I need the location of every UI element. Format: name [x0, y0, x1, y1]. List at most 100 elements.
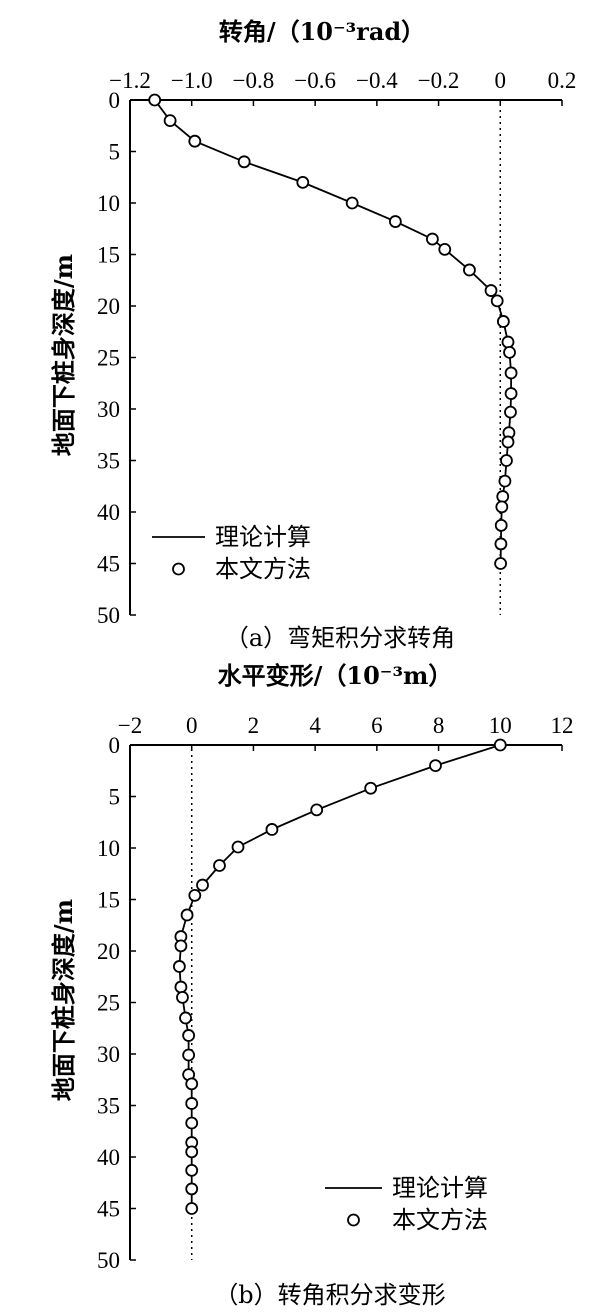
panel-b-y-tick-label: 5: [109, 785, 121, 810]
panel-a-legend-label-method: 本文方法: [215, 555, 311, 583]
panel-b-data-point: [188, 888, 202, 902]
panel-b-caption: （b）转角积分求变形: [214, 1281, 445, 1309]
panel-b-x-tick-label: 4: [309, 713, 321, 738]
panel-a-data-point: [494, 557, 507, 570]
panel-b-data-point: [265, 823, 279, 836]
panel-a-data-point: [496, 490, 510, 503]
panel-a-x-tick-label: 0.2: [548, 68, 577, 93]
panel-a-y-tick-label: 20: [97, 294, 120, 319]
panel-a-series: [148, 93, 518, 570]
panel-b-x-tick-label: 12: [551, 713, 574, 738]
panel-b-y-tick-label: 35: [97, 1094, 120, 1119]
panel-b-x-tick-label: 2: [248, 713, 260, 738]
panel-a-data-point: [484, 284, 498, 297]
panel-b-data-point: [364, 781, 378, 795]
panel-a-data-point: [463, 263, 476, 277]
panel-a-y-tick-label: 15: [97, 243, 120, 268]
panel-a-data-point: [504, 405, 517, 419]
panel-b-data-point: [182, 1048, 196, 1062]
panel-a-data-point: [188, 134, 202, 148]
panel-b-data-point: [174, 980, 188, 994]
panel-a-data-point: [237, 155, 251, 169]
panel-a-caption: （a）弯矩积分求转角: [225, 624, 455, 652]
panel-a-x-tick-label: 0: [495, 68, 507, 93]
panel-a-y-tick-label: 35: [97, 449, 120, 474]
panel-b-data-point: [213, 859, 226, 872]
panel-b-data-point: [196, 878, 209, 892]
panel-a-y-tick-label: 45: [97, 552, 120, 577]
panel-a-data-point: [498, 474, 512, 488]
panel-b-data-point: [182, 1029, 196, 1042]
panel-a-y-tick-label: 5: [109, 140, 121, 165]
panel-a-chart: 转角/（10⁻³rad） 地面下桩身深度/m −1.2 −1.0 −0.8 −0.6−…: [49, 17, 576, 652]
panel-a-y-tick-label: 40: [97, 500, 120, 525]
panel-a-theory-line: [153, 99, 512, 564]
panel-b-legend-label-theory: 理论计算: [392, 1174, 488, 1202]
panel-b-title: 水平变形/（10⁻³m）: [218, 661, 453, 690]
panel-a-data-point: [438, 242, 452, 256]
panel-a-data-point: [494, 537, 508, 551]
panel-b-data-point: [185, 1182, 199, 1196]
panel-b-y-tick-label: 40: [97, 1145, 120, 1170]
panel-a-x-tick-label: −0.2: [418, 68, 460, 93]
panel-a-y-tick-label: 0: [109, 88, 121, 113]
panel-b-data-point: [185, 1163, 199, 1177]
panel-b-data-point: [429, 759, 442, 772]
panel-a-data-point: [296, 175, 310, 189]
panel-a-x-tick-label: −0.6: [294, 68, 336, 93]
panel-b-data-point: [176, 990, 189, 1004]
panel-b-y-tick-label: 30: [97, 1042, 120, 1067]
panel-a-data-point: [504, 366, 518, 380]
panel-b-data-point: [310, 803, 324, 817]
panel-b-data-point: [180, 908, 194, 922]
panel-a-y-label-text: 地面下桩身深度/m: [49, 254, 78, 456]
panel-a-data-point: [495, 500, 509, 514]
panel-a-data-point: [501, 435, 515, 449]
panel-b-x-tick-label: −2: [118, 713, 142, 738]
panel-a-data-point: [388, 215, 402, 228]
panel-a-x-tick-label: −0.8: [233, 68, 275, 93]
panel-a-data-point: [345, 196, 359, 210]
panel-b-y-tick-label: 45: [97, 1197, 120, 1222]
panel-a-legend-circle-swatch: [172, 562, 185, 576]
panel-a-y-tick-label: 10: [97, 191, 120, 216]
panel-a-x-tick-label: −0.4: [356, 68, 398, 93]
panel-a-y-axis-label: 地面下桩身深度/m: [49, 254, 78, 456]
panel-b-theory-line: [178, 744, 501, 1209]
panel-b-series: [172, 738, 507, 1215]
panel-b-chart: 水平变形/（10⁻³m） 地面下桩身深度/m −2 0 2 4 6 8 10 12051015…: [49, 661, 574, 1309]
panel-b-x-tick-label: 6: [371, 713, 383, 738]
panel-b-data-point: [185, 1145, 199, 1159]
panel-a-legend-label-theory: 理论计算: [215, 523, 311, 551]
panel-b-data-point: [231, 840, 245, 854]
panel-b-data-point: [174, 939, 188, 953]
panel-b-data-point: [185, 1097, 199, 1110]
panel-a-y-tick-label: 25: [97, 346, 120, 371]
panel-a-data-point: [494, 518, 508, 532]
panel-a-data-point: [425, 232, 439, 246]
panel-b-y-label-text: 地面下桩身深度/m: [49, 899, 78, 1101]
panel-a-y-tick-label: 30: [97, 397, 120, 422]
panel-b-x-tick-label: 10: [489, 713, 512, 738]
panel-a-data-point: [148, 93, 162, 107]
panel-a-x-tick-label: −1.0: [171, 68, 213, 93]
panel-b-data-point: [185, 1077, 199, 1091]
panel-b-y-axis-label: 地面下桩身深度/m: [49, 899, 78, 1101]
panel-b-data-point: [185, 1116, 199, 1130]
panel-b-x-tick-label: 8: [433, 713, 445, 738]
panel-b-y-tick-label: 25: [97, 991, 120, 1016]
panel-a-data-point: [503, 345, 516, 359]
panel-a-data-point: [500, 454, 513, 467]
panel-b-data-point: [172, 960, 186, 973]
panel-a-data-point: [490, 294, 504, 308]
panel-b-data-point: [179, 1011, 192, 1025]
panel-b-legend-circle-swatch: [347, 1213, 360, 1227]
panel-b-y-tick-label: 10: [97, 836, 120, 861]
panel-b-y-tick-label: 20: [97, 939, 120, 964]
panel-a-data-point: [501, 335, 515, 349]
panel-a-data-point: [496, 315, 510, 328]
